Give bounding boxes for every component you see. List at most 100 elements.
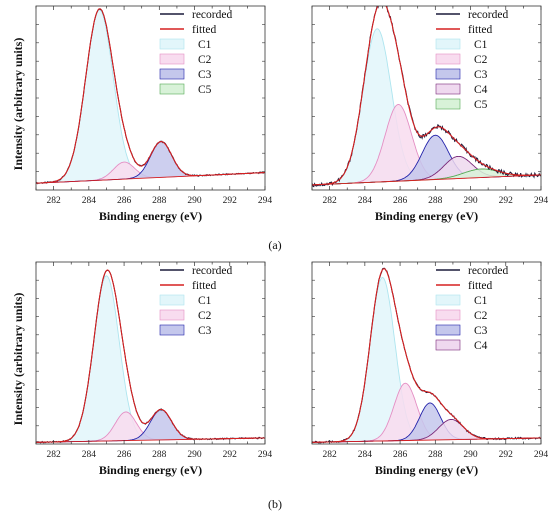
legend-swatch-c2 xyxy=(159,53,185,65)
chart-panel-1: 282 284 286 288 290 292 294 Binding energy (eV)… xyxy=(11,5,273,223)
legend-swatch-c5 xyxy=(435,98,461,110)
x-axis-label: Binding energy (eV) xyxy=(99,463,202,477)
legend-label: fitted xyxy=(192,24,217,36)
plot-area xyxy=(312,6,541,188)
x-tick-label: 284 xyxy=(358,196,373,206)
legend-swatch-c1 xyxy=(159,38,185,50)
fitted-line xyxy=(36,269,265,443)
component-fill-c1 xyxy=(312,277,541,443)
legend-label: C2 xyxy=(474,310,488,322)
component-fill-c3 xyxy=(36,409,265,443)
legend-swatch-c2 xyxy=(435,309,461,321)
legend-label: recorded xyxy=(468,265,508,277)
plot-area xyxy=(312,267,541,444)
panels: 282 284 286 288 290 292 294 Binding energy (eV)… xyxy=(11,5,549,477)
legend-swatch-c3 xyxy=(435,68,461,80)
legend-label: C5 xyxy=(474,99,488,111)
x-tick-label: 282 xyxy=(46,450,61,460)
legend-label: fitted xyxy=(468,280,493,292)
legend-label: recorded xyxy=(468,9,508,21)
component-fill-c4 xyxy=(312,156,541,185)
legend-label: C3 xyxy=(474,69,488,81)
legend-swatch-c1 xyxy=(435,38,461,50)
legend-swatch-c1 xyxy=(159,294,185,306)
x-tick-label: 294 xyxy=(534,450,549,460)
x-tick-label: 284 xyxy=(82,196,97,206)
legend-label: C1 xyxy=(474,295,488,307)
x-tick-label: 282 xyxy=(322,196,337,206)
baseline-line xyxy=(312,437,541,443)
x-tick-label: 282 xyxy=(46,196,61,206)
component-fill-c1 xyxy=(312,28,541,185)
x-tick-label: 288 xyxy=(152,196,167,206)
chart-panel-4: 282 284 286 288 290 292 294 Binding energy (eV)… xyxy=(311,261,549,477)
x-tick-label: 294 xyxy=(258,196,273,206)
x-axis-label: Binding energy (eV) xyxy=(375,209,478,223)
legend-label: recorded xyxy=(192,265,232,277)
x-tick-label: 292 xyxy=(223,450,238,460)
component-fill-c5 xyxy=(312,169,541,185)
baseline-line xyxy=(36,172,265,184)
x-tick-label: 286 xyxy=(117,196,132,206)
legend-label: C4 xyxy=(474,84,488,96)
fitted-line xyxy=(312,6,541,186)
panel-label-a: (a) xyxy=(268,238,281,252)
x-tick-label: 294 xyxy=(534,196,549,206)
component-fill-c1 xyxy=(36,275,265,443)
x-tick-label: 282 xyxy=(322,450,337,460)
x-tick-label: 286 xyxy=(117,450,132,460)
legend-label: C1 xyxy=(198,295,212,307)
component-fill-c3 xyxy=(312,135,541,185)
x-tick-label: 288 xyxy=(428,196,443,206)
recorded-line xyxy=(36,269,265,444)
legend-label: fitted xyxy=(468,24,493,36)
legend-swatch-c3 xyxy=(159,68,185,80)
legend-swatch-c2 xyxy=(159,309,185,321)
x-tick-label: 290 xyxy=(187,196,202,206)
baseline-line xyxy=(36,437,265,443)
legend-label: C3 xyxy=(198,325,212,337)
legend-label: C2 xyxy=(474,54,488,66)
x-tick-label: 284 xyxy=(82,450,97,460)
x-tick-label: 288 xyxy=(428,450,443,460)
x-tick-label: 294 xyxy=(258,450,273,460)
legend-label: C1 xyxy=(474,39,488,51)
legend-swatch-c4 xyxy=(435,339,461,351)
axes-frame xyxy=(35,261,266,445)
component-fill-c1 xyxy=(36,9,265,184)
plot-area xyxy=(36,269,265,444)
x-tick-label: 288 xyxy=(152,450,167,460)
legend-label: C4 xyxy=(474,340,488,352)
panel-label-b: (b) xyxy=(268,497,282,511)
legend-label: C5 xyxy=(198,84,212,96)
legend-label: fitted xyxy=(192,280,217,292)
x-tick-label: 292 xyxy=(499,196,514,206)
legend-swatch-c4 xyxy=(435,83,461,95)
x-tick-label: 286 xyxy=(393,450,408,460)
x-tick-label: 290 xyxy=(463,450,478,460)
x-tick-label: 292 xyxy=(223,196,238,206)
legend-label: C3 xyxy=(474,325,488,337)
chart-panel-2: 282 284 286 288 290 292 294 Binding energy (eV)… xyxy=(311,5,549,223)
y-axis-label: Intensity (arbitrary units) xyxy=(11,293,25,426)
x-tick-label: 292 xyxy=(499,450,514,460)
x-axis-label: Binding energy (eV) xyxy=(375,463,478,477)
plot-area xyxy=(36,8,265,185)
legend-label: C1 xyxy=(198,39,212,51)
component-line-c1 xyxy=(36,275,265,443)
legend-label: recorded xyxy=(192,9,232,21)
legend-label: C3 xyxy=(198,69,212,81)
x-tick-label: 284 xyxy=(358,450,373,460)
chart-panel-3: 282 284 286 288 290 292 294 Binding energy (eV)… xyxy=(11,261,273,477)
legend-label: C2 xyxy=(198,310,212,322)
component-fill-c3 xyxy=(312,403,541,443)
legend-label: C2 xyxy=(198,54,212,66)
baseline-line xyxy=(312,174,541,186)
legend-swatch-c3 xyxy=(159,324,185,336)
legend-swatch-c2 xyxy=(435,53,461,65)
legend-swatch-c1 xyxy=(435,294,461,306)
x-tick-label: 290 xyxy=(463,196,478,206)
x-tick-label: 290 xyxy=(187,450,202,460)
y-axis-label: Intensity (arbitrary units) xyxy=(11,38,25,171)
